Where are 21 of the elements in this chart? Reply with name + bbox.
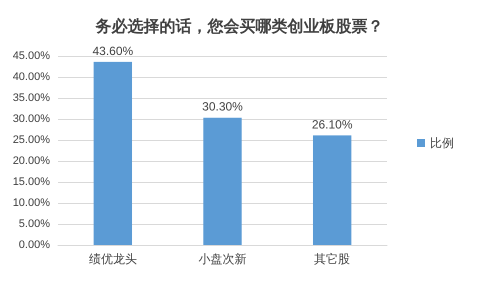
chart-title: 务必选择的话，您会买哪类创业板股票？ [94, 18, 384, 36]
bar [203, 118, 242, 245]
y-tick-label: 45.00% [12, 50, 50, 62]
y-tick-label: 25.00% [12, 134, 50, 146]
legend-label: 比例 [430, 136, 454, 150]
y-tick-label: 20.00% [12, 155, 50, 167]
x-tick-label: 小盘次新 [198, 252, 246, 266]
x-tick-label: 绩优龙头 [88, 252, 137, 266]
y-tick-label: 40.00% [12, 71, 50, 83]
x-tick-label: 其它股 [314, 252, 350, 266]
data-label: 43.60% [92, 44, 134, 58]
y-tick-label: 5.00% [18, 218, 50, 230]
bar [312, 135, 352, 245]
y-tick-label: 30.00% [12, 113, 50, 125]
y-tick-label: 10.00% [12, 197, 50, 209]
y-tick-label: 15.00% [12, 176, 50, 188]
bar [94, 62, 132, 245]
data-label: 30.30% [202, 100, 244, 114]
y-tick-label: 0.00% [18, 239, 50, 251]
data-label: 26.10% [312, 117, 353, 132]
y-tick-label: 35.00% [12, 92, 50, 104]
